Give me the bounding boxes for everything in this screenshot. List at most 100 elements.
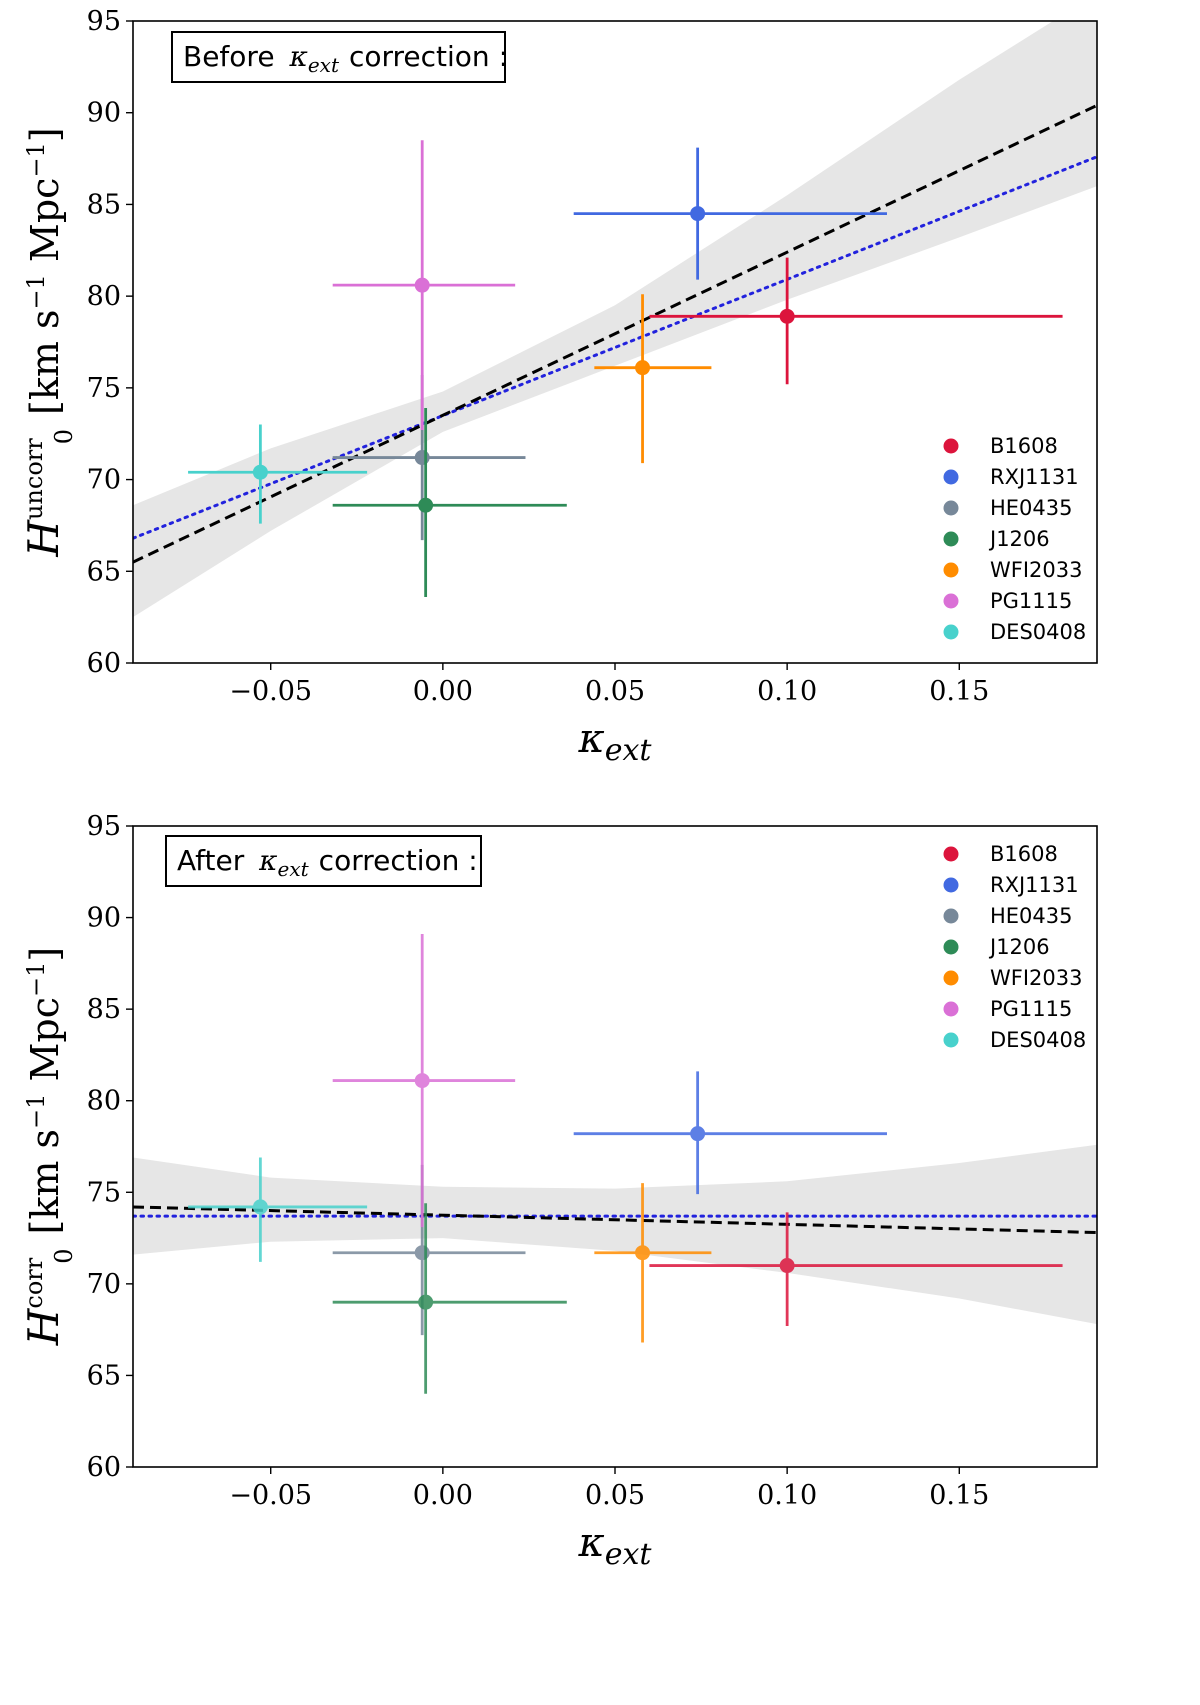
marker — [690, 206, 706, 222]
marker — [252, 464, 268, 480]
x-tick-label: −0.05 — [229, 1480, 312, 1511]
y-axis-label-units-mpc: Mpc — [23, 997, 67, 1094]
top-panel-before-correction: −0.05 0.00 0.05 0.10 0.156065707580859095κex… — [19, 6, 1098, 768]
data-point-b1608 — [649, 1212, 1063, 1326]
y-tick-label: 95 — [87, 6, 121, 37]
x-axis-label: κext — [578, 1520, 653, 1572]
legend-label-j1206: J1206 — [988, 527, 1050, 551]
marker — [414, 277, 430, 293]
legend-label-b1608: B1608 — [990, 842, 1058, 866]
y-tick-label: 75 — [87, 1177, 121, 1208]
y-axis-label: Hcorr0[km s−1 Mpc−1] — [19, 947, 78, 1346]
marker — [418, 497, 434, 513]
legend-marker-pg1115 — [943, 593, 959, 609]
x-axis-label-subscript: ext — [605, 1537, 653, 1572]
marker — [418, 1294, 434, 1310]
y-tick-label: 65 — [87, 556, 121, 587]
fit-line-dotted — [133, 155, 1097, 540]
annotation-kappa: κ — [288, 40, 307, 73]
data-point-wfi2033 — [594, 294, 712, 464]
x-tick-label: 0.00 — [413, 676, 473, 707]
annotation-suffix: correction : — [319, 844, 478, 877]
y-axis-label-superscript: uncorr — [20, 438, 48, 520]
marker — [635, 1245, 651, 1261]
legend-marker-des0408 — [943, 624, 959, 640]
y-axis-label-bracket: ] — [23, 127, 67, 142]
annotation-box — [165, 835, 482, 887]
marker — [635, 360, 651, 376]
confidence-band — [133, 1144, 1097, 1325]
y-tick-label: 70 — [87, 1269, 121, 1300]
y-axis-label: Huncorr0[km s−1 Mpc−1] — [19, 127, 78, 557]
legend-marker-wfi2033 — [943, 562, 959, 578]
legend-label-he0435: HE0435 — [990, 904, 1073, 928]
y-tick-label: 65 — [87, 1360, 121, 1391]
y-tick-label: 60 — [87, 1452, 121, 1483]
fit-line-dashed — [133, 104, 1097, 564]
data-point-rxj1131 — [573, 147, 887, 280]
y-tick-label: 75 — [87, 373, 121, 404]
legend-marker-pg1115 — [943, 1001, 959, 1017]
x-axis-label-kappa: κ — [578, 716, 605, 762]
legend-marker-he0435 — [943, 908, 959, 924]
legend-marker-j1206 — [943, 939, 959, 955]
x-tick-label: 0.15 — [929, 676, 989, 707]
y-tick-label: 95 — [87, 811, 121, 842]
legend-label-pg1115: PG1115 — [990, 997, 1072, 1021]
y-axis-label-units-mpc: Mpc — [23, 178, 67, 275]
y-axis-label-exponent-2: −1 — [22, 142, 50, 177]
data-point-wfi2033 — [594, 1183, 712, 1343]
legend-label-pg1115: PG1115 — [990, 589, 1072, 613]
confidence-band — [133, 21, 1097, 618]
x-axis-label-kappa: κ — [578, 1520, 605, 1566]
plot-area — [133, 934, 1097, 1394]
annotation-kappa: κ — [258, 844, 277, 877]
x-tick-label: 0.05 — [585, 676, 645, 707]
legend-label-des0408: DES0408 — [990, 620, 1086, 644]
legend-label-wfi2033: WFI2033 — [990, 966, 1082, 990]
fit-line-dashed — [133, 1205, 1097, 1235]
y-axis-label-h: H — [19, 519, 68, 558]
x-axis-label: κext — [578, 716, 653, 768]
y-tick-label: 90 — [87, 903, 121, 934]
y-tick-label: 60 — [87, 648, 121, 679]
marker — [779, 1258, 795, 1274]
data-point-j1206 — [332, 1203, 567, 1394]
annotation-box — [171, 31, 506, 83]
y-tick-label: 85 — [87, 189, 121, 220]
data-point-b1608 — [649, 257, 1063, 385]
y-axis-label-superscript: corr — [20, 1257, 48, 1308]
y-tick-label: 80 — [87, 281, 121, 312]
data-point-pg1115 — [332, 934, 516, 1228]
legend-marker-des0408 — [943, 1032, 959, 1048]
marker — [252, 1199, 268, 1215]
legend-marker-b1608 — [943, 438, 959, 454]
y-axis-label-subscript: 0 — [50, 429, 78, 444]
annotation-prefix: After — [177, 844, 253, 877]
data-point-j1206 — [332, 408, 567, 597]
annotation-prefix: Before — [183, 40, 283, 73]
x-tick-label: 0.05 — [585, 1480, 645, 1511]
y-tick-label: 80 — [87, 1086, 121, 1117]
data-point-des0408 — [188, 424, 368, 524]
y-axis-label-subscript: 0 — [50, 1248, 78, 1263]
legend-label-rxj1131: RXJ1131 — [990, 465, 1079, 489]
legend-label-wfi2033: WFI2033 — [990, 558, 1082, 582]
x-tick-label: 0.10 — [757, 1480, 817, 1511]
marker — [779, 308, 795, 324]
y-axis-label-exponent: −1 — [22, 274, 50, 309]
annotation-subscript: ext — [308, 53, 340, 77]
bottom-panel-after-correction: −0.05 0.00 0.05 0.10 0.156065707580859095κex… — [19, 811, 1098, 1572]
marker — [414, 450, 430, 466]
legend-label-des0408: DES0408 — [990, 1028, 1086, 1052]
annotation-text: After κext correction : — [177, 844, 478, 881]
y-axis-label-bracket: ] — [23, 947, 67, 962]
x-tick-label: 0.15 — [929, 1480, 989, 1511]
y-axis-label-exponent-2: −1 — [22, 962, 50, 997]
marker — [414, 1245, 430, 1261]
x-tick-label: 0.00 — [413, 1480, 473, 1511]
data-point-rxj1131 — [573, 1071, 887, 1195]
y-axis-label-exponent: −1 — [22, 1094, 50, 1129]
x-axis-label-subscript: ext — [605, 733, 653, 768]
